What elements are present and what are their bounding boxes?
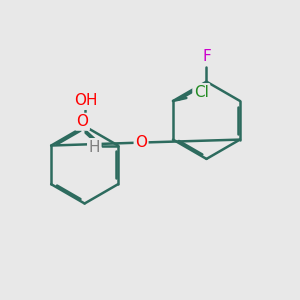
Text: O: O: [76, 114, 88, 129]
Text: OH: OH: [74, 94, 98, 109]
Text: F: F: [202, 49, 211, 64]
Text: O: O: [135, 135, 147, 150]
Text: H: H: [88, 140, 100, 154]
Text: Cl: Cl: [194, 85, 209, 100]
